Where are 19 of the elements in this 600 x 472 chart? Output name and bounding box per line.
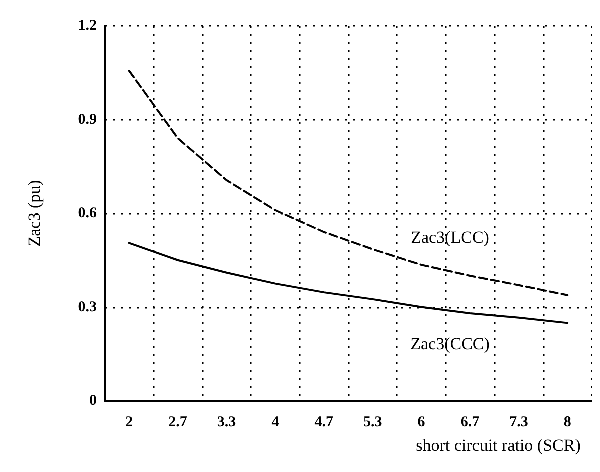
x-tick-label: 6 [418, 414, 426, 430]
y-tick-label: 0.9 [78, 112, 97, 128]
x-tick-label: 7.3 [510, 414, 528, 430]
x-tick-label: 4.7 [314, 414, 334, 430]
x-tick-label: 2 [126, 414, 134, 430]
x-tick-label: 2.7 [168, 414, 188, 430]
x-tick-label: 8 [564, 414, 572, 430]
series-label: Zac3(CCC) [410, 334, 490, 354]
x-tick-label: 5.3 [363, 414, 382, 430]
y-tick-label: 0 [90, 393, 97, 409]
y-tick-label: 0.3 [78, 299, 97, 316]
y-axis-title: Zac3 (pu) [25, 180, 44, 247]
series-label: Zac3(LCC) [411, 228, 490, 247]
y-tick-label: 0.6 [78, 206, 98, 222]
y-tick-label: 1.2 [78, 18, 97, 34]
x-axis-title: short circuit ratio (SCR) [416, 436, 581, 455]
x-tick-label: 6.7 [460, 414, 480, 430]
x-tick-label: 3.3 [217, 414, 236, 430]
x-tick-label: 4 [272, 414, 280, 430]
